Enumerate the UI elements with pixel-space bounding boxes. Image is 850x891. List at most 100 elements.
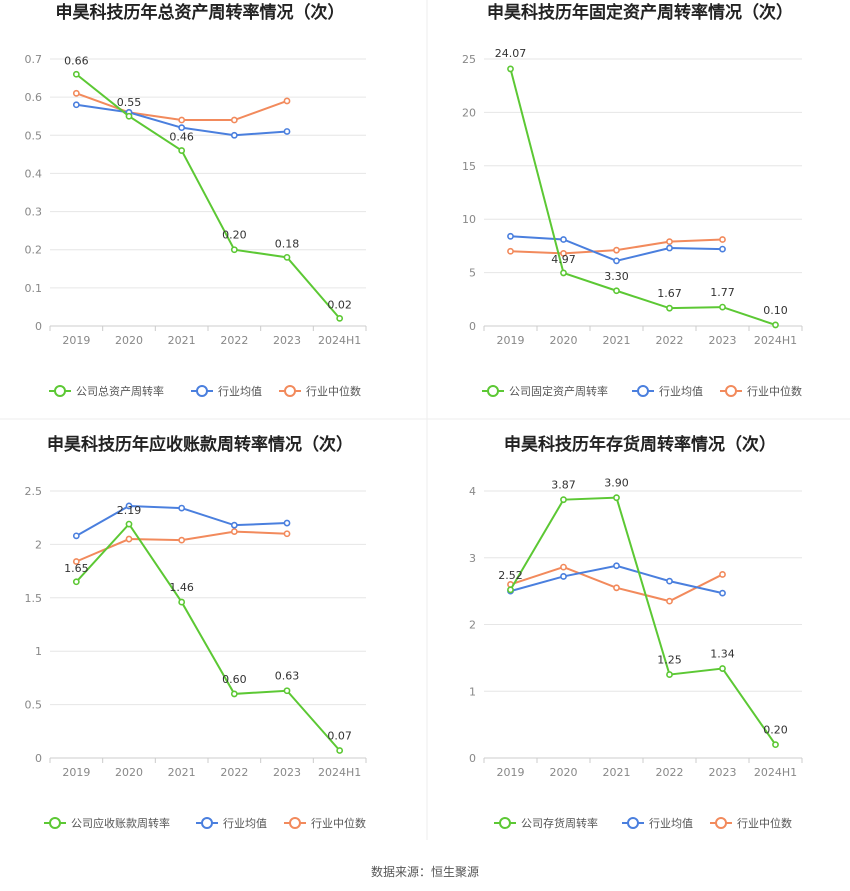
x-tick-label: 2021: [168, 766, 196, 779]
x-tick-label: 2023: [709, 334, 737, 347]
x-tick-label: 2024H1: [318, 766, 361, 779]
legend-label: 公司应收账款周转率: [71, 816, 170, 830]
data-label: 0.20: [222, 229, 247, 242]
company-point: [613, 287, 620, 295]
legend-label: 行业均值: [659, 385, 703, 398]
data-label: 0.63: [275, 670, 300, 683]
company-line: [509, 496, 777, 746]
company-point: [230, 246, 238, 254]
company-point: [666, 304, 673, 312]
x-tick-label: 2024H1: [754, 334, 797, 347]
data-label: 2.52: [498, 569, 523, 582]
chart-title: 申昊科技历年总资产周转率情况（次）: [56, 2, 345, 23]
industry-avg-point: [178, 504, 186, 512]
data-label: 0.20: [763, 724, 788, 737]
x-tick-label: 2020: [115, 334, 143, 347]
x-tick-label: 2020: [115, 766, 143, 779]
company-point: [178, 147, 186, 154]
company-point: [666, 671, 673, 678]
industry-median-point: [507, 247, 514, 255]
y-tick-label: 20: [462, 106, 476, 119]
industry-avg-point: [560, 573, 567, 580]
company-point: [613, 494, 620, 502]
industry-avg-point: [666, 244, 673, 252]
legend-marker: [487, 385, 499, 397]
industry-avg-point: [719, 589, 726, 597]
chart-title: 申昊科技历年固定资产周转率情况（次）: [487, 2, 793, 23]
x-tick-label: 2021: [603, 766, 631, 779]
data-label: 3.87: [551, 479, 576, 492]
legend-label: 公司总资产周转率: [76, 384, 164, 398]
x-tick-label: 2020: [550, 766, 578, 779]
y-tick-label: 1: [469, 685, 476, 698]
industry-median-point: [72, 89, 80, 97]
chart-panel-2: 申昊科技历年固定资产周转率情况（次） 0 5 10 15 20 25 2019 2020 2021…: [462, 2, 803, 398]
industry-median-point: [125, 535, 133, 543]
industry-median-line: [510, 566, 723, 603]
legend-marker: [637, 385, 649, 397]
legend-marker: [54, 385, 66, 397]
x-tick-label: 2022: [656, 334, 684, 347]
company-point: [125, 112, 133, 120]
data-label: 0.07: [327, 730, 352, 743]
data-label: 1.65: [64, 562, 89, 575]
industry-avg-point: [613, 562, 620, 570]
chart-panel-3: 申昊科技历年应收账款周转率情况（次） 0 0.5 1 1.5 2 2.5 2019 2020 20…: [25, 434, 367, 830]
industry-median-point: [666, 597, 673, 605]
x-tick-label: 2019: [497, 766, 525, 779]
company-point: [560, 496, 567, 504]
company-point: [125, 520, 133, 528]
data-source-note: 数据来源：恒生聚源: [371, 864, 479, 879]
industry-median-point: [666, 238, 673, 246]
chart-title: 申昊科技历年存货周转率情况（次）: [504, 434, 776, 455]
data-label: 0.02: [327, 298, 352, 311]
company-point: [283, 687, 291, 695]
industry-avg-point: [230, 131, 238, 139]
legend-marker: [196, 385, 208, 397]
industry-avg-point: [613, 257, 620, 265]
x-tick-label: 2022: [220, 766, 248, 779]
y-tick-label: 0: [469, 320, 476, 333]
industry-median-point: [560, 249, 567, 257]
company-line: [509, 68, 776, 326]
legend-label: 行业中位数: [737, 816, 792, 830]
company-point: [719, 665, 726, 672]
y-tick-label: 2.5: [25, 485, 43, 498]
industry-median-point: [613, 584, 620, 592]
industry-avg-point: [230, 521, 238, 529]
data-label: 3.90: [604, 477, 629, 490]
company-point: [72, 70, 80, 78]
industry-avg-point: [283, 519, 291, 527]
chart-panels: 申昊科技历年总资产周转率情况（次） 0 0.1 0.2 0.3 0.4 0.5 0.6 0.7 2…: [25, 2, 803, 830]
legend-marker: [289, 817, 301, 829]
legend-marker: [49, 817, 61, 829]
company-point: [560, 269, 567, 277]
industry-avg-point: [72, 532, 80, 540]
company-point: [283, 253, 291, 261]
y-tick-label: 15: [462, 160, 476, 173]
legend-label: 行业均值: [649, 817, 693, 830]
industry-median-point: [72, 558, 80, 565]
company-point: [336, 314, 344, 322]
y-tick-label: 1.5: [25, 592, 43, 605]
chart-title: 申昊科技历年应收账款周转率情况（次）: [47, 434, 353, 455]
chart-panel-1: 申昊科技历年总资产周转率情况（次） 0 0.1 0.2 0.3 0.4 0.5 0.6 0.7 2…: [25, 2, 367, 398]
legend-label: 公司固定资产周转率: [509, 384, 608, 398]
y-tick-label: 0.2: [25, 244, 43, 257]
y-tick-label: 10: [462, 213, 476, 226]
x-tick-label: 2019: [62, 334, 90, 347]
x-tick-label: 2022: [656, 766, 684, 779]
legend-label: 行业均值: [218, 385, 262, 398]
data-label: 1.67: [657, 287, 682, 300]
data-label: 0.46: [169, 131, 194, 144]
x-tick-label: 2023: [709, 766, 737, 779]
industry-median-point: [719, 571, 726, 578]
legend-marker: [284, 385, 296, 397]
x-tick-label: 2022: [220, 334, 248, 347]
y-tick-label: 2: [469, 619, 476, 632]
legend-marker: [201, 817, 213, 829]
y-tick-label: 1: [35, 645, 42, 658]
y-tick-label: 0: [35, 752, 42, 765]
x-tick-label: 2024H1: [318, 334, 361, 347]
